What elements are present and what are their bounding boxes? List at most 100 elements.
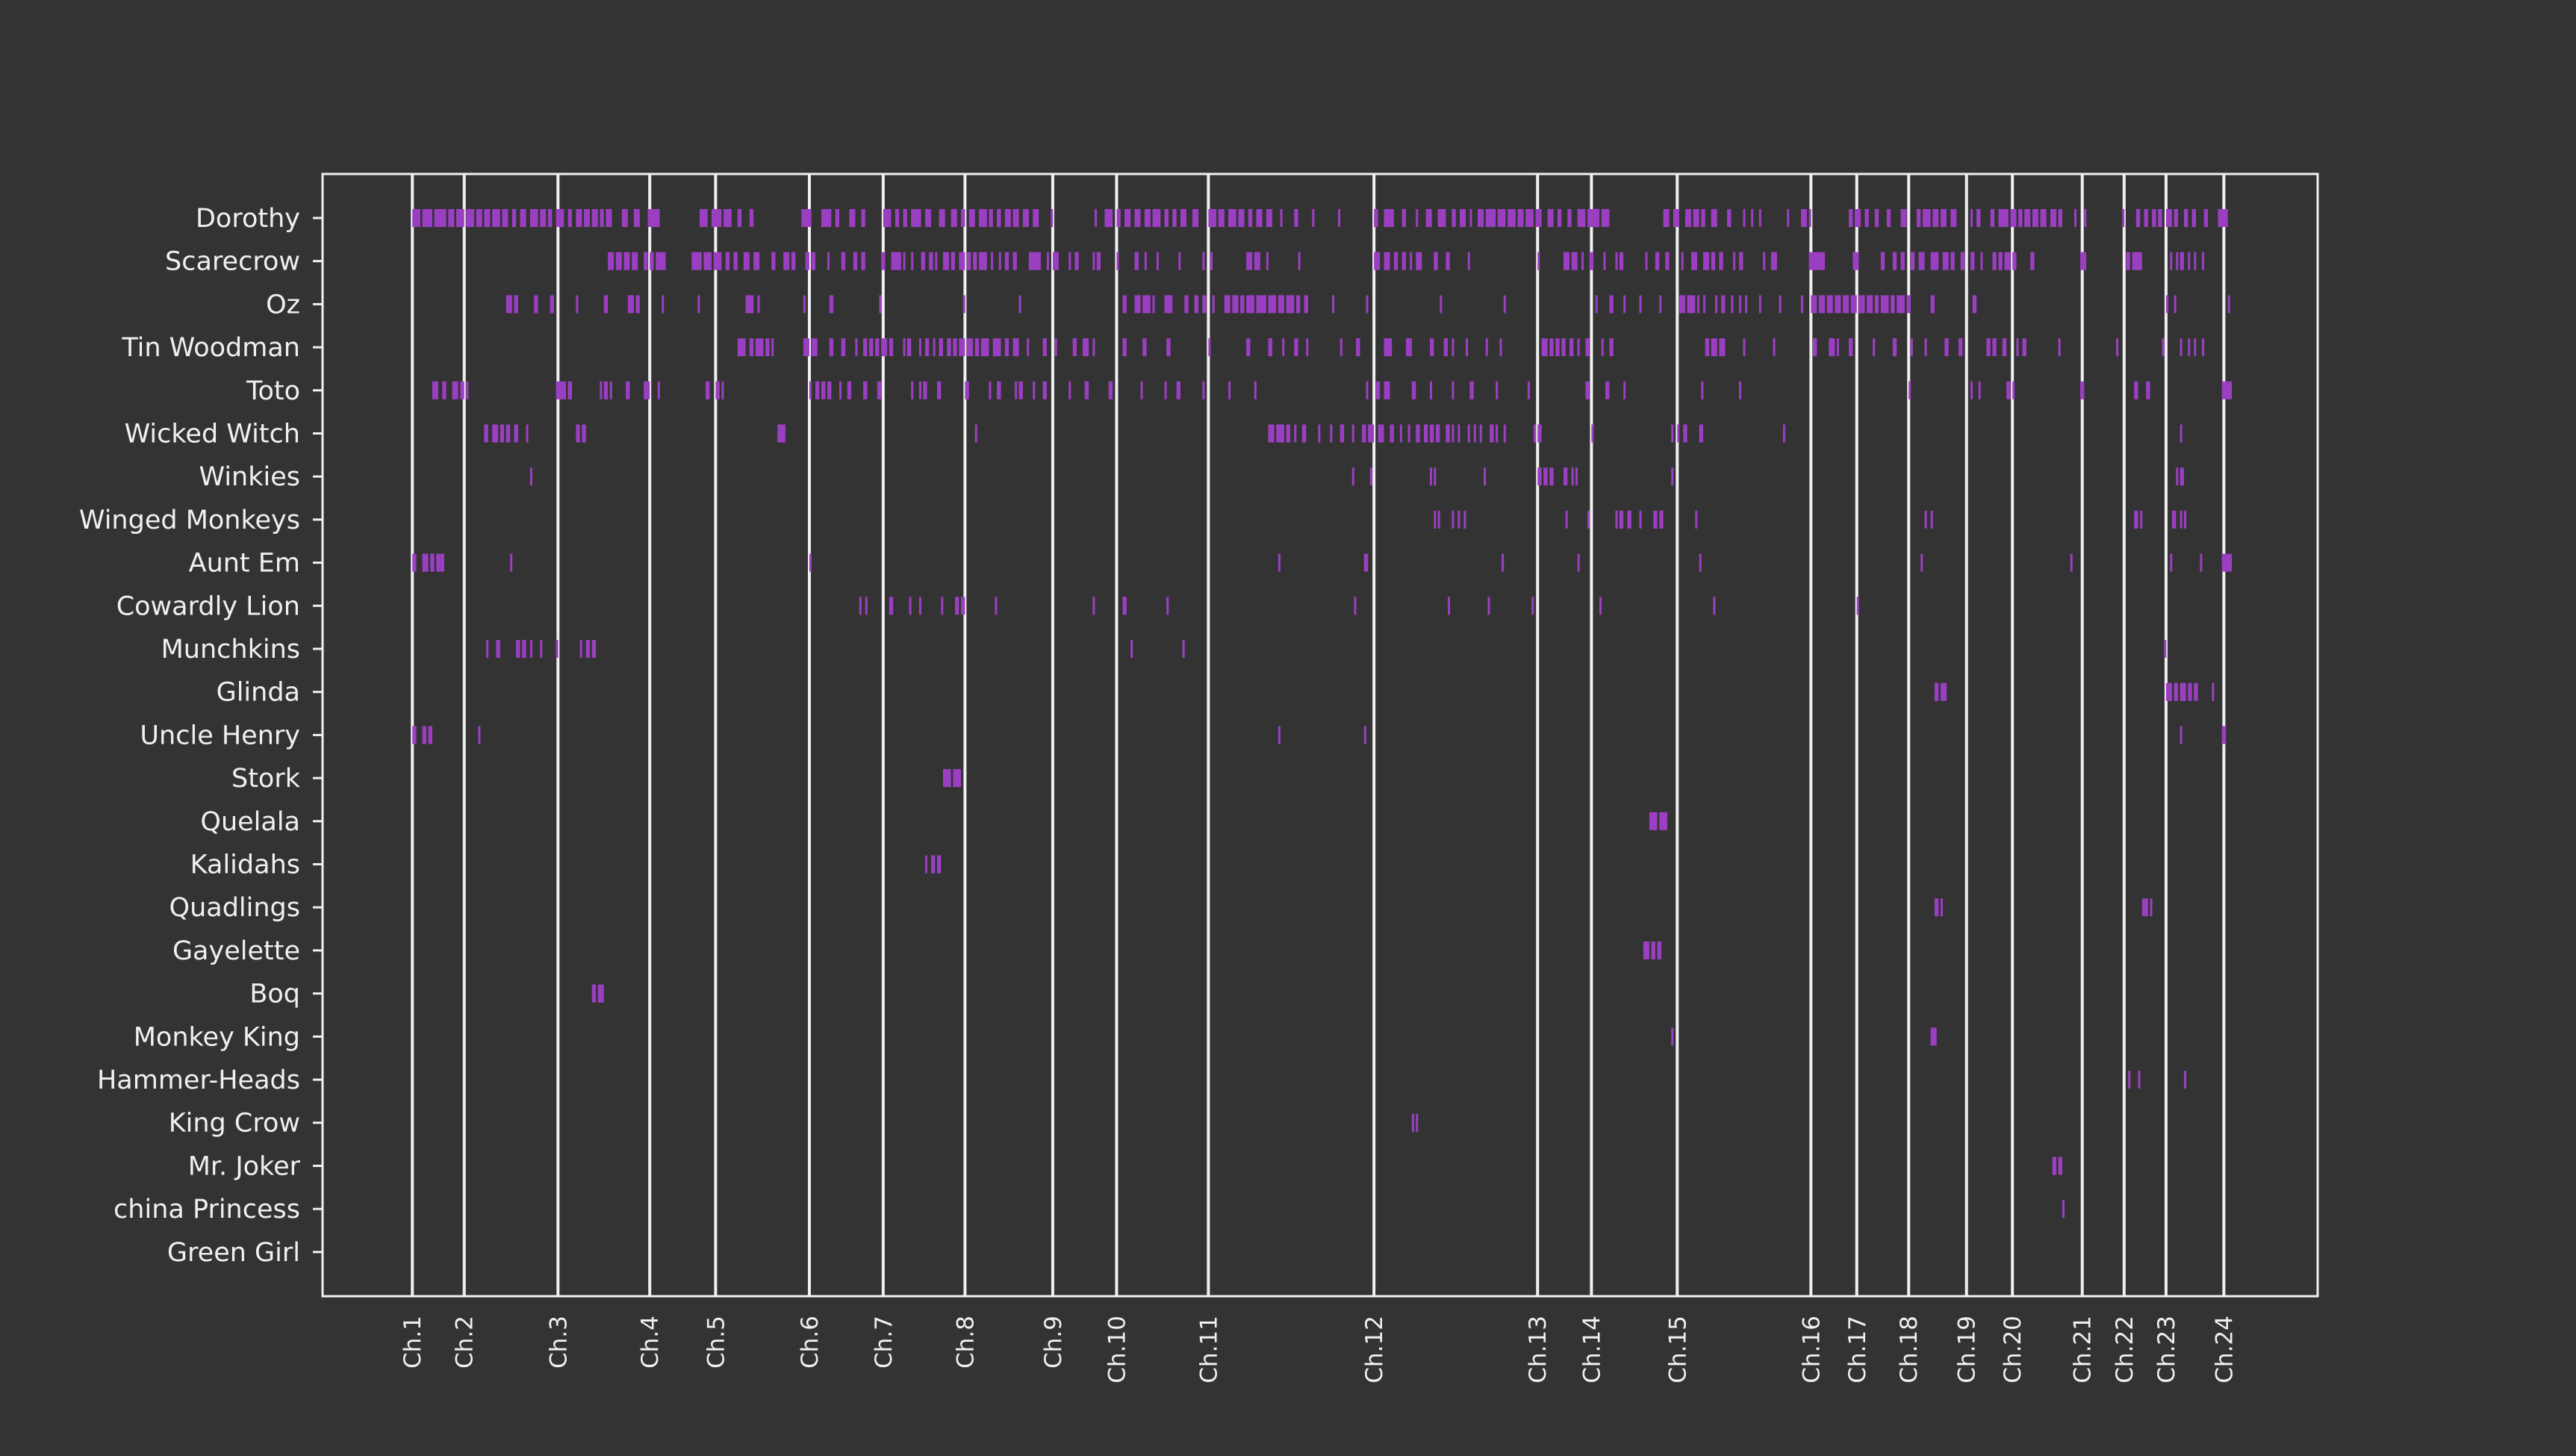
mark-scarecrow-109 <box>2132 252 2142 270</box>
character-label-china-princess: china Princess <box>113 1195 300 1225</box>
character-label-scarecrow: Scarecrow <box>165 247 300 277</box>
mark-aunt-em-7 <box>1278 553 1281 572</box>
mark-dorothy-134 <box>2135 209 2141 227</box>
mark-scarecrow-59 <box>1374 252 1381 270</box>
mark-scarecrow-112 <box>2180 252 2184 270</box>
mark-tin-woodman-78 <box>1959 338 1963 357</box>
mark-winkies-6 <box>1537 467 1542 486</box>
mark-hammer-heads-0 <box>2128 1071 2131 1089</box>
mark-dorothy-64 <box>1218 209 1225 227</box>
mark-aunt-em-6 <box>809 553 812 572</box>
mark-dorothy-107 <box>1800 209 1807 227</box>
mark-cowardly-lion-10 <box>1122 597 1127 615</box>
mark-tin-woodman-58 <box>1561 338 1566 357</box>
mark-dorothy-57 <box>1144 209 1151 227</box>
mark-mr-joker-1 <box>2058 1157 2062 1175</box>
mark-dorothy-117 <box>1932 209 1939 227</box>
mark-tin-woodman-9 <box>855 338 858 357</box>
mark-oz-12 <box>803 295 806 314</box>
mark-toto-35 <box>1068 381 1071 399</box>
mark-munchkins-0 <box>486 640 489 658</box>
mark-cowardly-lion-8 <box>995 597 998 615</box>
mark-scarecrow-88 <box>1808 252 1819 270</box>
mark-scarecrow-37 <box>998 252 1001 270</box>
mark-dorothy-48 <box>1012 209 1019 227</box>
mark-dorothy-47 <box>1004 209 1011 227</box>
mark-wicked-witch-41 <box>1671 424 1674 443</box>
mark-tin-woodman-50 <box>1443 338 1449 357</box>
chapter-label-ch-18: Ch.18 <box>1896 1316 1923 1384</box>
mark-dorothy-6 <box>476 209 482 227</box>
mark-dorothy-84 <box>1485 209 1496 227</box>
mark-dorothy-45 <box>989 209 993 227</box>
mark-wicked-witch-38 <box>1533 424 1536 443</box>
mark-scarecrow-71 <box>1581 252 1584 270</box>
mark-dorothy-40 <box>939 209 945 227</box>
mark-dorothy-94 <box>1587 209 1600 227</box>
mark-scarecrow-6 <box>656 252 666 270</box>
mark-scarecrow-44 <box>1068 252 1071 270</box>
mark-wicked-witch-0 <box>484 424 488 443</box>
mark-scarecrow-79 <box>1681 252 1684 270</box>
mark-oz-28 <box>1240 295 1245 314</box>
mark-tin-woodman-59 <box>1569 338 1574 357</box>
mark-wicked-witch-23 <box>1399 424 1402 443</box>
mark-oz-23 <box>1194 295 1199 314</box>
mark-dorothy-85 <box>1497 209 1506 227</box>
mark-dorothy-123 <box>1998 209 2009 227</box>
mark-toto-24 <box>911 381 914 399</box>
mark-wicked-witch-2 <box>500 424 505 443</box>
mark-aunt-em-14 <box>2170 553 2173 572</box>
mark-oz-21 <box>1164 295 1173 314</box>
mark-scarecrow-65 <box>1434 252 1438 270</box>
mark-scarecrow-33 <box>967 252 971 270</box>
chapter-label-ch-12: Ch.12 <box>1361 1316 1388 1384</box>
mark-aunt-em-11 <box>1699 553 1702 572</box>
mark-oz-56 <box>1800 295 1803 314</box>
mark-winged-monkeys-16 <box>2134 510 2138 529</box>
mark-tin-woodman-69 <box>1812 338 1817 357</box>
mark-toto-2 <box>452 381 458 399</box>
character-label-glinda: Glinda <box>217 678 300 708</box>
mark-tin-woodman-70 <box>1829 338 1835 357</box>
mark-winkies-9 <box>1563 467 1568 486</box>
mark-hammer-heads-1 <box>2138 1071 2141 1089</box>
mark-munchkins-4 <box>529 640 532 658</box>
mark-toto-66 <box>2221 381 2233 399</box>
mark-dorothy-74 <box>1374 209 1378 227</box>
mark-scarecrow-52 <box>1178 252 1181 270</box>
mark-munchkins-9 <box>591 640 597 658</box>
mark-tin-woodman-3 <box>765 338 770 357</box>
mark-scarecrow-22 <box>861 252 865 270</box>
mark-toto-65 <box>2146 381 2150 399</box>
mark-cowardly-lion-7 <box>961 597 965 615</box>
mark-wicked-witch-43 <box>1683 424 1687 443</box>
mark-winkies-8 <box>1549 467 1554 486</box>
mark-scarecrow-94 <box>1910 252 1915 270</box>
mark-dorothy-91 <box>1557 209 1562 227</box>
mark-oz-1 <box>514 295 518 314</box>
mark-oz-69 <box>1906 295 1911 314</box>
mark-toto-30 <box>997 381 1001 399</box>
mark-toto-37 <box>1108 381 1113 399</box>
mark-dorothy-79 <box>1437 209 1446 227</box>
mark-oz-29 <box>1246 295 1254 314</box>
character-label-mr-joker: Mr. Joker <box>188 1151 301 1181</box>
mark-aunt-em-3 <box>436 553 441 572</box>
mark-dorothy-22 <box>621 209 628 227</box>
mark-dorothy-24 <box>647 209 660 227</box>
chapter-label-ch-10: Ch.10 <box>1104 1316 1130 1384</box>
mark-toto-36 <box>1084 381 1089 399</box>
mark-oz-59 <box>1826 295 1833 314</box>
mark-dorothy-97 <box>1673 209 1679 227</box>
mark-dorothy-68 <box>1256 209 1263 227</box>
mark-dorothy-141 <box>2191 209 2197 227</box>
mark-winged-monkeys-18 <box>2171 510 2177 529</box>
mark-scarecrow-80 <box>1690 252 1698 270</box>
mark-oz-15 <box>962 295 965 314</box>
mark-dorothy-72 <box>1312 209 1315 227</box>
mark-toto-56 <box>1701 381 1704 399</box>
mark-dorothy-38 <box>911 209 921 227</box>
mark-wicked-witch-22 <box>1390 424 1394 443</box>
mark-oz-70 <box>1930 295 1935 314</box>
